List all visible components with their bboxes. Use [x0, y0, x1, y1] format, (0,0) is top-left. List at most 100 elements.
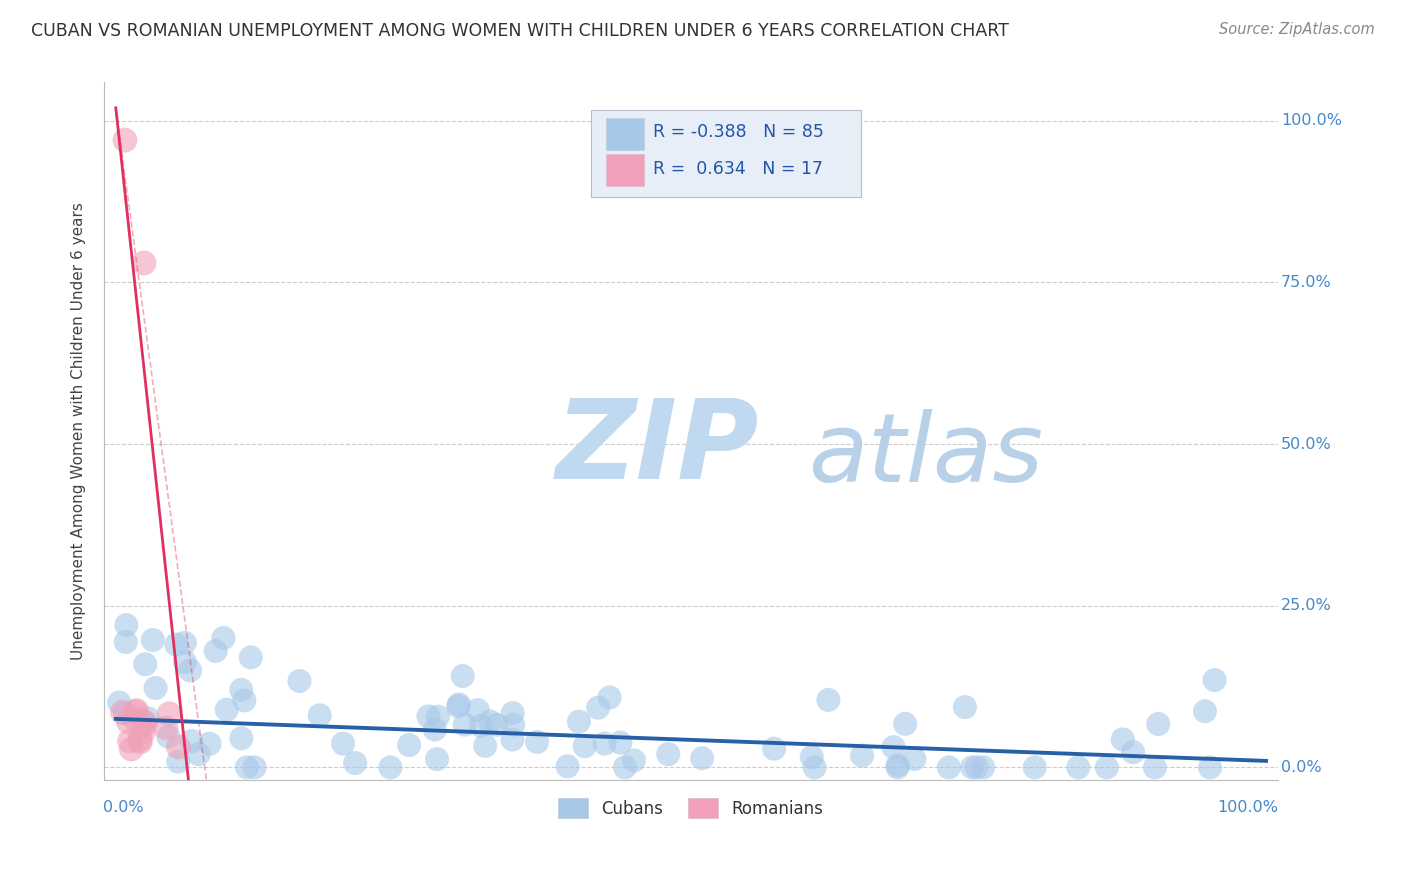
- Point: [470, 719, 492, 733]
- Point: [426, 752, 449, 766]
- Point: [134, 657, 156, 672]
- Point: [886, 758, 908, 772]
- Point: [239, 650, 262, 665]
- Point: [236, 760, 259, 774]
- Point: [1122, 745, 1144, 759]
- Point: [502, 717, 524, 731]
- Point: [198, 737, 221, 751]
- Point: [599, 690, 621, 705]
- Point: [118, 734, 141, 748]
- Point: [142, 632, 165, 647]
- Point: [454, 717, 477, 731]
- Point: [886, 760, 908, 774]
- Point: [380, 760, 402, 774]
- Point: [180, 734, 202, 748]
- Point: [344, 756, 367, 770]
- Point: [883, 740, 905, 755]
- Point: [447, 699, 470, 714]
- Point: [129, 735, 152, 749]
- Point: [1204, 673, 1226, 687]
- Point: [212, 631, 235, 645]
- Point: [136, 711, 159, 725]
- Text: 50.0%: 50.0%: [1281, 436, 1331, 451]
- Point: [690, 751, 713, 765]
- Point: [231, 682, 253, 697]
- Point: [972, 760, 994, 774]
- Point: [593, 737, 616, 751]
- Point: [960, 760, 983, 774]
- Text: atlas: atlas: [808, 409, 1043, 502]
- Point: [586, 700, 609, 714]
- FancyBboxPatch shape: [606, 153, 644, 186]
- Point: [111, 705, 134, 719]
- Point: [117, 714, 139, 729]
- Point: [165, 638, 187, 652]
- Point: [134, 714, 156, 729]
- Point: [1199, 760, 1222, 774]
- Point: [657, 747, 679, 761]
- Point: [803, 760, 825, 774]
- Point: [132, 256, 155, 270]
- Point: [423, 723, 446, 737]
- Point: [134, 717, 156, 731]
- Point: [557, 759, 579, 773]
- Point: [427, 709, 450, 723]
- Point: [447, 698, 470, 712]
- Point: [157, 706, 180, 721]
- Y-axis label: Unemployment Among Women with Children Under 6 years: Unemployment Among Women with Children U…: [72, 202, 86, 660]
- Point: [215, 703, 238, 717]
- Point: [167, 739, 190, 754]
- Text: ZIP: ZIP: [555, 395, 759, 502]
- Point: [953, 700, 976, 714]
- Point: [478, 714, 501, 729]
- Point: [308, 708, 330, 723]
- Point: [125, 704, 148, 718]
- Point: [1095, 760, 1118, 774]
- Point: [157, 730, 180, 744]
- Point: [851, 748, 873, 763]
- Point: [568, 714, 591, 729]
- Point: [108, 696, 131, 710]
- Point: [1024, 760, 1046, 774]
- Point: [614, 760, 637, 774]
- Text: 25.0%: 25.0%: [1281, 599, 1331, 613]
- Text: 100.0%: 100.0%: [1281, 113, 1343, 128]
- Point: [173, 636, 195, 650]
- Point: [115, 618, 138, 632]
- Text: R =  0.634   N = 17: R = 0.634 N = 17: [654, 161, 824, 178]
- Point: [114, 635, 136, 649]
- Point: [132, 724, 155, 739]
- FancyBboxPatch shape: [591, 110, 860, 197]
- Text: R = -0.388   N = 85: R = -0.388 N = 85: [654, 123, 824, 141]
- Text: 0.0%: 0.0%: [1281, 760, 1322, 775]
- Text: 0.0%: 0.0%: [103, 800, 143, 815]
- Point: [502, 706, 524, 720]
- Point: [124, 705, 146, 719]
- Text: 75.0%: 75.0%: [1281, 275, 1331, 290]
- Point: [187, 747, 209, 761]
- Point: [129, 732, 152, 747]
- Point: [179, 664, 201, 678]
- Point: [114, 133, 136, 147]
- Point: [231, 731, 253, 746]
- Point: [167, 755, 190, 769]
- Point: [114, 706, 136, 721]
- Text: CUBAN VS ROMANIAN UNEMPLOYMENT AMONG WOMEN WITH CHILDREN UNDER 6 YEARS CORRELATI: CUBAN VS ROMANIAN UNEMPLOYMENT AMONG WOM…: [31, 22, 1010, 40]
- Point: [233, 693, 256, 707]
- Point: [174, 655, 197, 669]
- Point: [526, 735, 548, 749]
- Point: [800, 750, 823, 764]
- Point: [1067, 760, 1090, 774]
- Point: [1147, 717, 1170, 731]
- Point: [124, 712, 146, 726]
- Point: [623, 754, 645, 768]
- Point: [485, 718, 508, 732]
- Point: [418, 709, 440, 723]
- Point: [145, 681, 167, 695]
- Point: [894, 716, 917, 731]
- Point: [903, 752, 925, 766]
- Point: [1112, 732, 1135, 747]
- Point: [398, 738, 420, 752]
- Point: [763, 741, 786, 756]
- Point: [467, 703, 489, 717]
